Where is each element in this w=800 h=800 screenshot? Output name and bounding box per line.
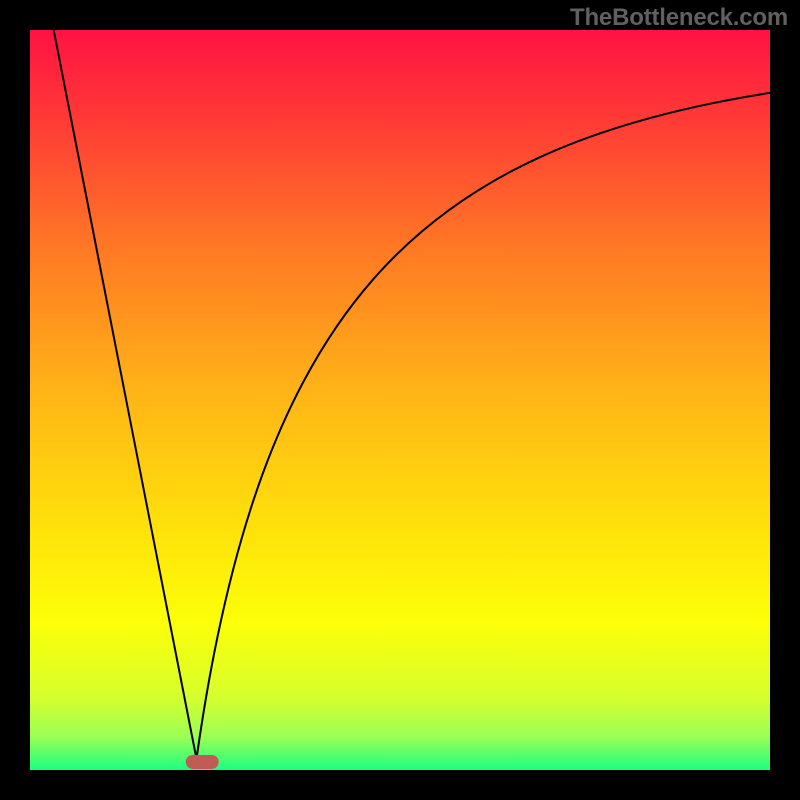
minimum-marker <box>186 755 219 769</box>
watermark-text: TheBottleneck.com <box>570 4 788 32</box>
chart-plot-area <box>30 30 770 770</box>
chart-background-gradient <box>30 30 770 770</box>
